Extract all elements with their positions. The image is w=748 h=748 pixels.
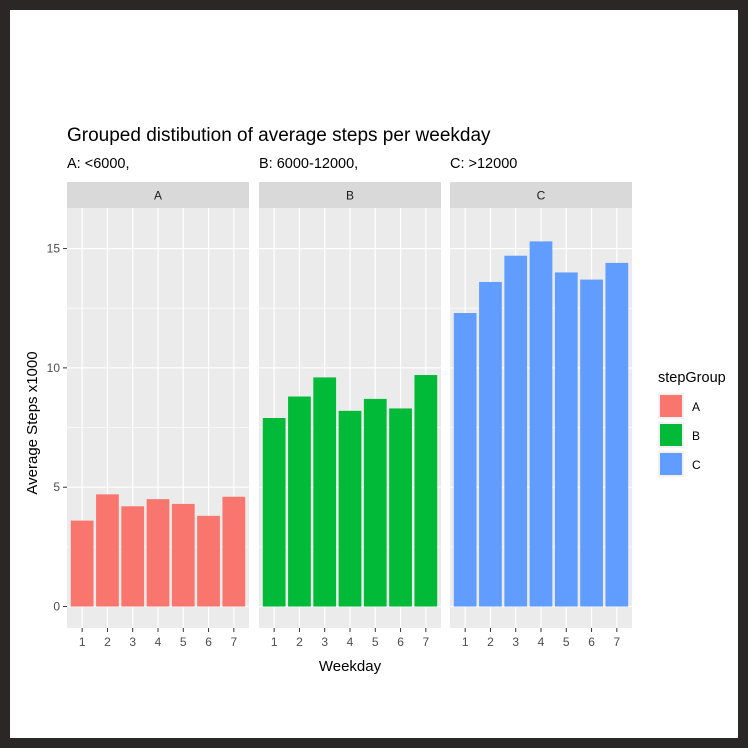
- bar: [605, 262, 629, 607]
- x-tick-label: 5: [372, 635, 379, 649]
- bar: [146, 499, 170, 607]
- y-axis: 0 5 10 15: [47, 242, 67, 614]
- x-tick-label: 7: [422, 635, 429, 649]
- x-tick-label: 4: [538, 635, 545, 649]
- bar: [96, 494, 119, 607]
- x-tick-label: 2: [487, 635, 494, 649]
- chart-title: Grouped distibution of average steps per…: [67, 125, 491, 146]
- y-tick-label: 0: [53, 600, 60, 614]
- bar: [121, 506, 145, 607]
- x-tick-label: 7: [230, 635, 237, 649]
- bar: [580, 279, 603, 607]
- bar: [453, 313, 477, 607]
- bar: [313, 377, 337, 607]
- facet-panels: A 1 2 3 4 5 6 7 B 1 2 3 4 5 6 7 C 1 2 3 4 5 6 7: [67, 182, 632, 649]
- subtitle-a: A: <6000,: [67, 156, 129, 172]
- x-tick-label: 4: [155, 635, 162, 649]
- legend-key-c: [660, 453, 682, 475]
- y-axis-title: Average Steps x1000: [24, 351, 41, 494]
- legend-label: B: [692, 429, 700, 443]
- legend-key-a: [660, 395, 682, 417]
- x-tick-label: 5: [180, 635, 187, 649]
- figure-frame: Grouped distibution of average steps per…: [10, 10, 738, 738]
- bar: [222, 496, 246, 607]
- facet-strip-b: [259, 182, 441, 208]
- facet-strip-label: C: [537, 189, 546, 203]
- y-tick-label: 5: [53, 480, 60, 494]
- bar: [389, 408, 412, 607]
- facet-strip-a: [67, 182, 249, 208]
- x-tick-label: 6: [205, 635, 212, 649]
- x-tick-label: 4: [347, 635, 354, 649]
- legend-key-b: [660, 424, 682, 446]
- legend-label: A: [692, 400, 700, 414]
- bar: [171, 503, 195, 607]
- x-tick-label: 6: [588, 635, 595, 649]
- bar: [338, 410, 362, 607]
- bar: [288, 396, 311, 607]
- facet-strip-label: A: [154, 189, 162, 203]
- legend-title: stepGroup: [658, 370, 726, 386]
- legend-label: C: [692, 458, 701, 472]
- x-tick-label: 2: [296, 635, 303, 649]
- y-tick-label: 10: [47, 361, 61, 375]
- x-tick-label: 1: [462, 635, 469, 649]
- subtitle-c: C: >12000: [450, 156, 517, 172]
- bar: [197, 515, 220, 607]
- x-tick-label: 3: [129, 635, 136, 649]
- bar: [529, 241, 553, 607]
- subtitle-b: B: 6000-12000,: [259, 156, 358, 172]
- x-tick-label: 2: [104, 635, 111, 649]
- x-tick-label: 1: [271, 635, 278, 649]
- bar: [554, 272, 578, 607]
- bar: [262, 418, 286, 607]
- facet-strip-label: B: [346, 189, 354, 203]
- x-tick-label: 5: [563, 635, 570, 649]
- x-tick-label: 3: [512, 635, 519, 649]
- x-tick-label: 6: [397, 635, 404, 649]
- x-tick-label: 7: [613, 635, 620, 649]
- legend: stepGroup A B C: [658, 370, 726, 477]
- bar: [70, 520, 94, 607]
- bar: [363, 398, 387, 607]
- bar: [479, 281, 502, 607]
- x-tick-label: 1: [79, 635, 86, 649]
- bar: [414, 375, 438, 607]
- y-tick-label: 15: [47, 242, 61, 256]
- chart: Grouped distibution of average steps per…: [24, 125, 726, 675]
- x-axis-title: Weekday: [319, 658, 382, 675]
- bar: [504, 255, 528, 607]
- facet-strip-c: [450, 182, 632, 208]
- x-tick-label: 3: [321, 635, 328, 649]
